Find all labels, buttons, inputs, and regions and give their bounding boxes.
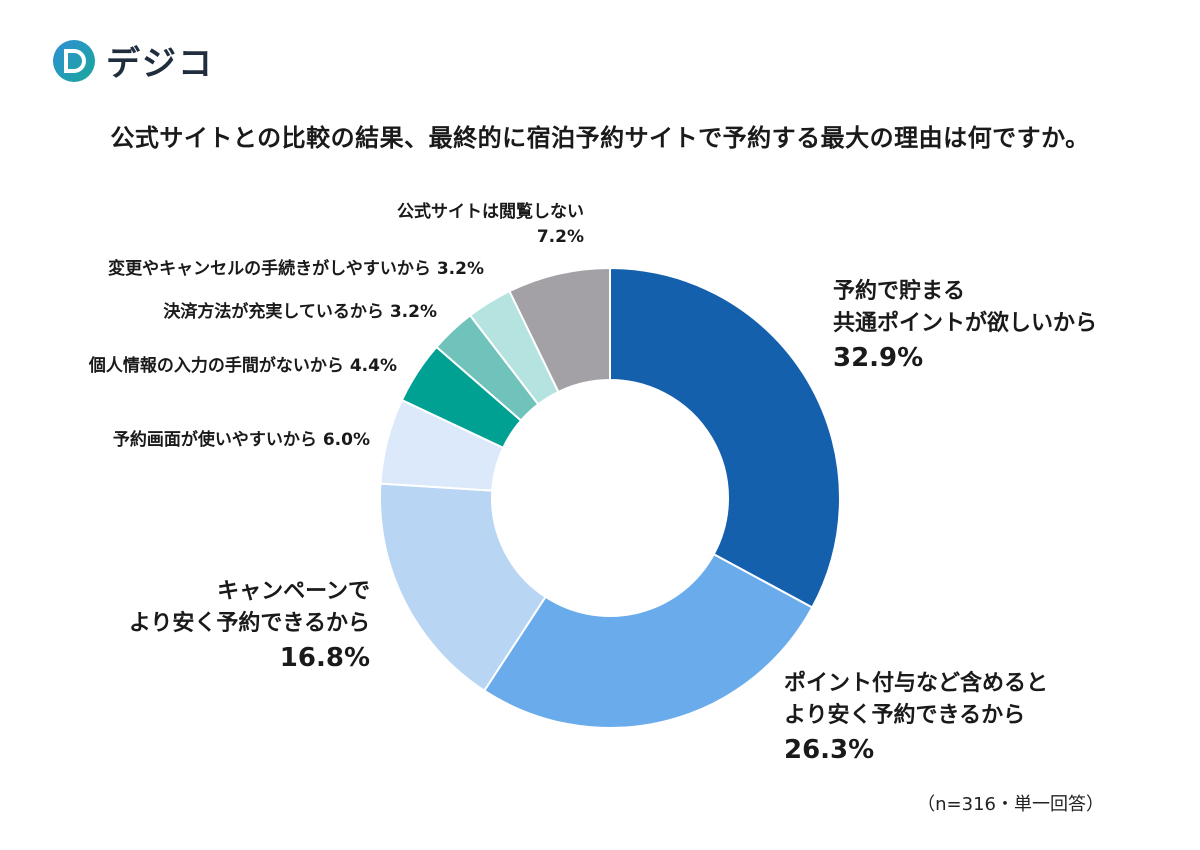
slice-label-4-line-0: 個人情報の入力の手間がないから bbox=[88, 356, 344, 376]
donut-slice-1 bbox=[482, 552, 814, 729]
logo-d-icon bbox=[53, 39, 95, 82]
slice-pct-5: 3.2% bbox=[389, 302, 437, 322]
slice-label-3: 予約画面が使いやすいから 6.0% bbox=[113, 428, 370, 453]
slice-label-0-line-1: 共通ポイントが欲しいから bbox=[833, 310, 1098, 336]
slice-label-5: 決済方法が充実しているから 3.2% bbox=[163, 300, 437, 325]
donut-slice-7 bbox=[508, 266, 611, 394]
slice-label-0: 予約で貯まる 共通ポイントが欲しいから 32.9% bbox=[833, 276, 1097, 377]
slice-pct-7: 7.2% bbox=[536, 226, 584, 247]
sample-note: （n=316・単一回答） bbox=[917, 794, 1104, 815]
slice-label-1: ポイント付与など含めると より安く予約できるから 26.3% bbox=[784, 668, 1048, 769]
slice-pct-3: 6.0% bbox=[322, 430, 370, 450]
slice-label-7-line-0: 公式サイトは閲覧しない bbox=[397, 202, 584, 222]
slice-pct-6: 3.2% bbox=[436, 259, 484, 279]
slice-label-3-line-0: 予約画面が使いやすいから bbox=[112, 430, 317, 450]
slice-pct-0: 32.9% bbox=[833, 342, 924, 373]
slice-label-1-line-0: ポイント付与など含めると bbox=[784, 671, 1049, 696]
chart-title: 公式サイトとの比較の結果、最終的に宿泊予約サイトで予約する最大の理由は何ですか。 bbox=[110, 124, 1090, 152]
brand-name: デジコ bbox=[106, 44, 214, 84]
donut-slice-2 bbox=[379, 482, 547, 693]
brand-logo: デジコ bbox=[52, 36, 214, 85]
slice-pct-4: 4.4% bbox=[349, 356, 397, 376]
slice-label-4: 個人情報の入力の手間がないから 4.4% bbox=[89, 354, 397, 379]
slice-pct-1: 26.3% bbox=[784, 734, 875, 765]
slice-label-6-line-0: 変更やキャンセルの手続きがしやすいから bbox=[108, 259, 431, 279]
slice-label-2-line-1: より安く予約できるから bbox=[128, 610, 370, 636]
slice-label-2-line-0: キャンペーンで bbox=[217, 579, 370, 604]
slice-label-2: キャンペーンで より安く予約できるから 16.8% bbox=[129, 576, 370, 677]
slice-label-1-line-1: より安く予約できるから bbox=[784, 702, 1026, 728]
donut-slice-0 bbox=[609, 266, 841, 609]
slice-pct-2: 16.8% bbox=[279, 642, 370, 673]
slice-label-0-line-0: 予約で貯まる bbox=[833, 279, 966, 304]
slice-label-6: 変更やキャンセルの手続きがしやすいから 3.2% bbox=[108, 257, 484, 282]
slice-label-5-line-0: 決済方法が充実しているから bbox=[163, 302, 384, 322]
slice-label-7: 公式サイトは閲覧しない 7.2% bbox=[397, 200, 584, 249]
